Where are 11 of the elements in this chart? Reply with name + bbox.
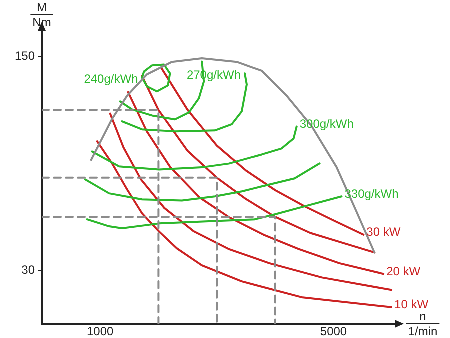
x-tick-label: 1000 [86,324,114,338]
annotation: 20 kW [386,264,422,278]
annotation: 10 kW [394,298,430,312]
y-tick-label: 30 [22,262,36,277]
x-axis-title: n 1/min [408,309,438,338]
annotation: 300g/kWh [300,117,354,132]
annotation: 240g/kWh [84,72,138,86]
annotation: 330g/kWh [344,186,399,201]
x-tick-label: 5000 [320,324,348,338]
annotation: 30 kW [366,225,402,240]
y-tick-label: 150 [14,49,36,64]
